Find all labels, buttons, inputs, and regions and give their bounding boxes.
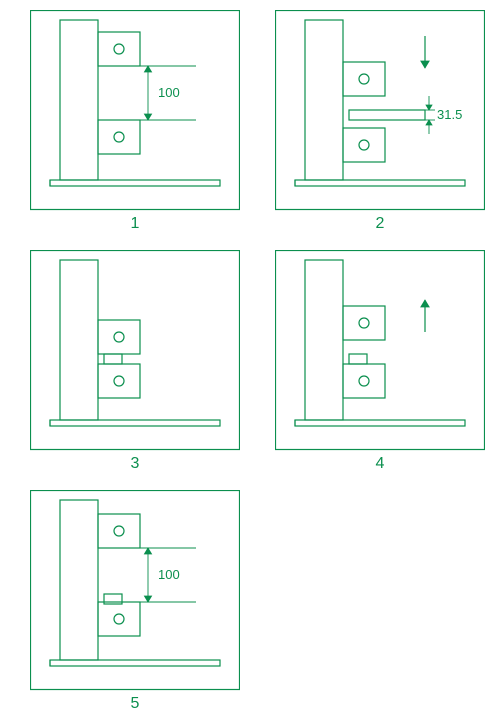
lower-block-hole — [359, 140, 369, 150]
base-plate — [295, 420, 465, 426]
lower-block — [98, 120, 140, 154]
lower-block — [98, 364, 140, 398]
dim-value: 100 — [158, 85, 180, 100]
lower-block — [343, 128, 385, 162]
panel-label: 1 — [131, 215, 140, 232]
column — [60, 260, 98, 420]
base-plate — [50, 420, 220, 426]
lower-block-hole — [114, 614, 124, 624]
upper-block — [98, 32, 140, 66]
plate-dim-value: 31.5 — [437, 107, 462, 122]
upper-block-hole — [114, 332, 124, 342]
lower-block-hole — [359, 376, 369, 386]
upper-block-hole — [359, 74, 369, 84]
panel-label: 4 — [376, 455, 385, 472]
upper-block — [98, 320, 140, 354]
column — [60, 500, 98, 660]
lower-block — [98, 602, 140, 636]
panel-1: 100 1 — [30, 10, 240, 242]
upper-block-hole — [359, 318, 369, 328]
upper-block-hole — [114, 526, 124, 536]
plate — [349, 354, 367, 364]
lower-block-hole — [114, 376, 124, 386]
base-plate — [50, 660, 220, 666]
plate — [104, 354, 122, 364]
upper-block — [343, 62, 385, 96]
panel-label: 3 — [131, 455, 140, 472]
lower-block — [343, 364, 385, 398]
base-plate — [295, 180, 465, 186]
dim-value: 100 — [158, 567, 180, 582]
lower-block-hole — [114, 132, 124, 142]
panel-label: 5 — [131, 695, 140, 712]
upper-block — [98, 514, 140, 548]
plate — [349, 110, 425, 120]
panel-5: 100 5 — [30, 490, 240, 722]
panel-2: 31.52 — [275, 10, 485, 242]
column — [305, 260, 343, 420]
panel-3: 3 — [30, 250, 240, 482]
column — [305, 20, 343, 180]
panel-label: 2 — [376, 215, 385, 232]
upper-block — [343, 306, 385, 340]
base-plate — [50, 180, 220, 186]
upper-block-hole — [114, 44, 124, 54]
panel-4: 4 — [275, 250, 485, 482]
column — [60, 20, 98, 180]
